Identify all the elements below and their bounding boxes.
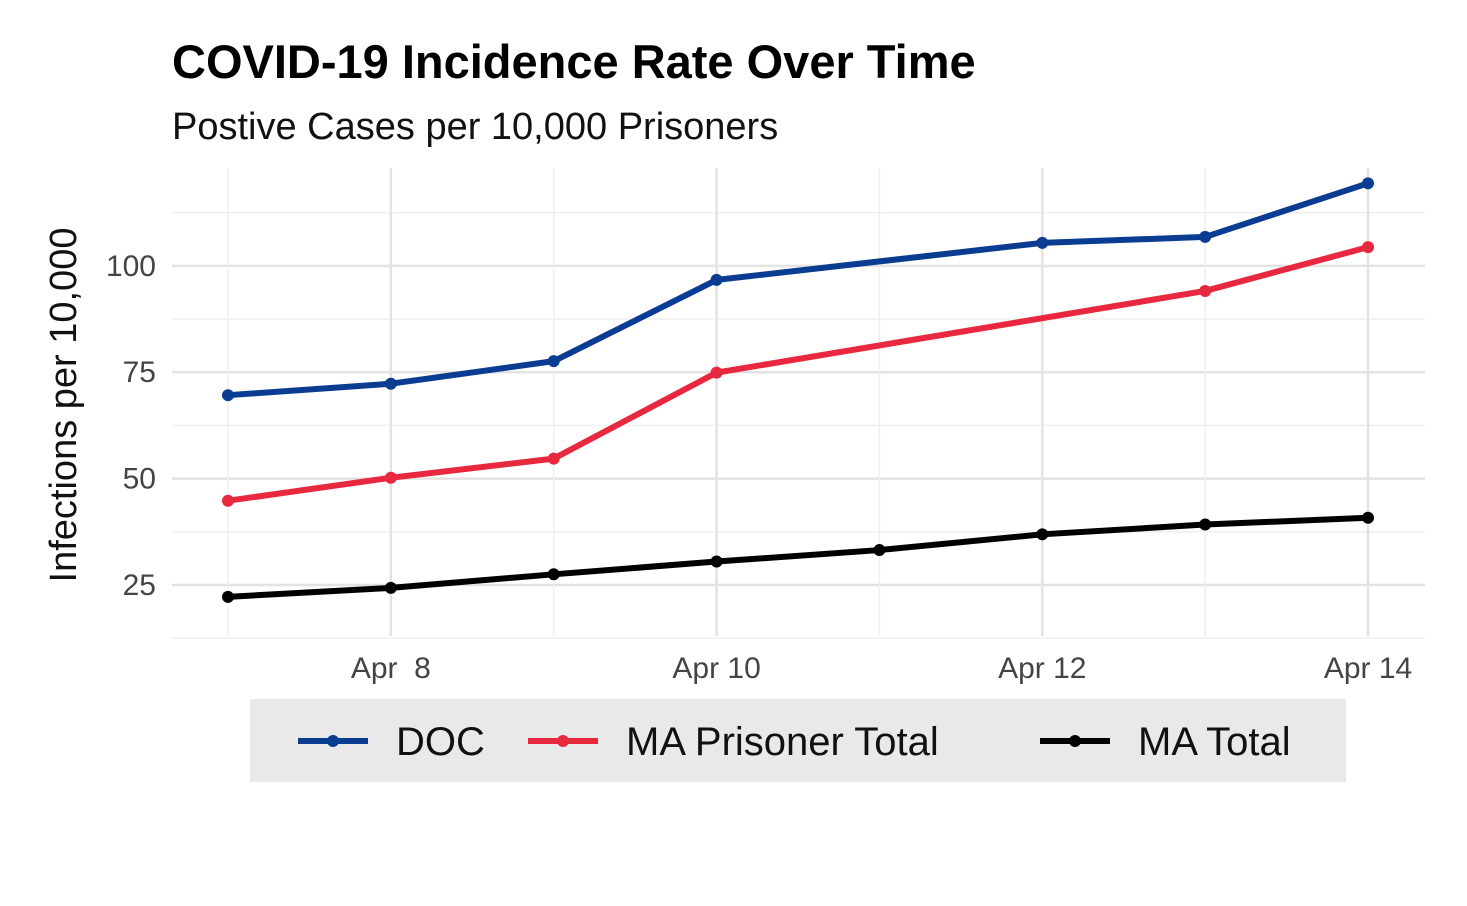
series-group (222, 177, 1375, 603)
legend-key-point (327, 735, 339, 747)
legend-key-point (1069, 735, 1081, 747)
data-point (384, 377, 397, 390)
data-point (547, 568, 560, 581)
data-point (873, 544, 886, 557)
data-point (710, 555, 723, 568)
y-axis-ticks: 25 50 75 100 (106, 250, 156, 602)
data-point (384, 471, 397, 484)
legend-label: MA Prisoner Total (626, 720, 939, 764)
series-ma-prisoner-total (222, 241, 1375, 507)
data-point (1199, 518, 1212, 531)
x-axis-ticks: Apr 8 Apr 10 Apr 12 Apr 14 (351, 652, 1412, 685)
legend-item: MA Total (1040, 720, 1291, 764)
data-point (1199, 230, 1212, 243)
data-point (1362, 241, 1375, 254)
data-point (1036, 528, 1049, 541)
data-point (547, 452, 560, 465)
series-line (225, 514, 1372, 600)
data-point (710, 273, 723, 286)
series-line (225, 180, 1372, 399)
data-point (222, 590, 234, 603)
data-point (1362, 177, 1375, 190)
legend-background (250, 699, 1346, 782)
legend-item: DOC (298, 720, 485, 764)
legend-key-point (557, 735, 569, 747)
data-point (547, 355, 560, 368)
y-tick-label: 100 (106, 250, 156, 283)
chart-subtitle: Postive Cases per 10,000 Prisoners (172, 106, 779, 148)
data-point (1362, 511, 1375, 524)
chart-title: COVID-19 Incidence Rate Over Time (172, 35, 976, 88)
y-tick-label: 75 (123, 356, 156, 389)
data-point (710, 366, 723, 379)
legend-item: MA Prisoner Total (528, 720, 939, 764)
x-tick-label: Apr 14 (1324, 652, 1412, 685)
x-tick-label: Apr 10 (672, 652, 760, 685)
data-point (222, 389, 234, 402)
y-axis-label: Infections per 10,000 (43, 228, 85, 583)
legend-label: DOC (396, 720, 485, 764)
series-doc (222, 177, 1375, 402)
series-ma-total (222, 511, 1375, 603)
data-point (1199, 284, 1212, 297)
y-tick-label: 25 (123, 569, 156, 602)
data-point (1036, 236, 1049, 249)
data-point (384, 581, 397, 594)
series-line (225, 244, 1372, 504)
y-tick-label: 50 (123, 463, 156, 496)
x-tick-label: Apr 8 (351, 652, 431, 685)
legend: DOC MA Prisoner Total MA Total (250, 699, 1346, 782)
data-point (222, 494, 234, 507)
grid-lines (172, 168, 1425, 639)
legend-label: MA Total (1138, 720, 1291, 764)
x-tick-label: Apr 12 (998, 652, 1086, 685)
